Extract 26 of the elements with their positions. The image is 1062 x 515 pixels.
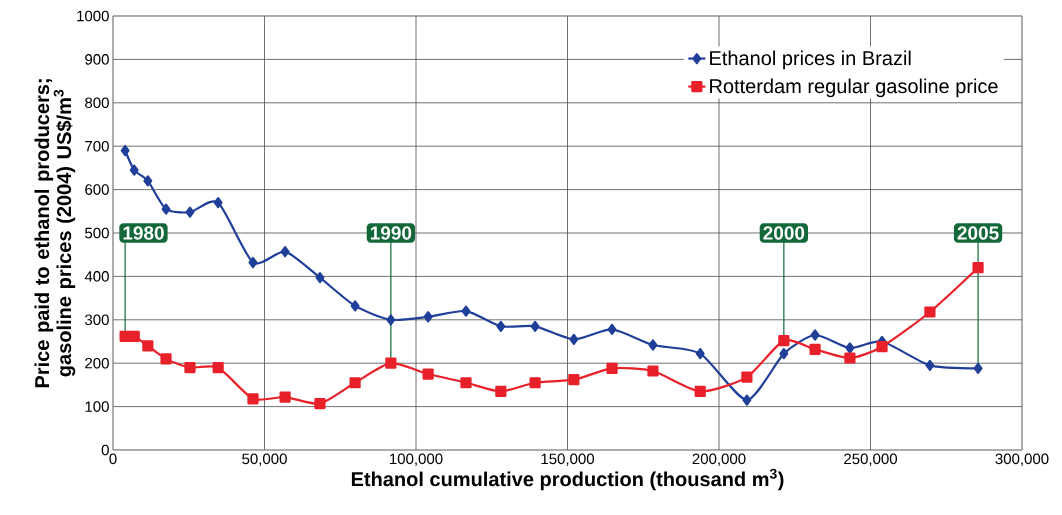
y-tick-label: 700	[85, 140, 109, 152]
x-tick-label: 300,000	[995, 453, 1049, 466]
legend-label: Ethanol prices in Brazil	[710, 50, 911, 70]
annotation: 1980	[123, 226, 164, 240]
y-tick-label: 800	[85, 97, 109, 109]
y-tick-label: 900	[85, 54, 109, 65]
x-tick-label: 100,000	[390, 453, 443, 466]
y-tick-label: 100	[85, 401, 109, 412]
x-tick-label: 250,000	[844, 453, 898, 466]
legend-label: Rotterdam regular gasoline price	[710, 78, 998, 98]
y-axis-title: Price paid to ethanol producers; gasoline prices (2004) US$/m$^{3}$	[34, 79, 76, 388]
y-tick-label: 300	[85, 314, 109, 326]
x-tick-label: 50,000	[242, 453, 287, 466]
y-tick-label: 0	[101, 444, 109, 456]
y-tick-label: 200	[85, 357, 109, 369]
y-tick-label: 400	[84, 271, 109, 282]
x-axis-title: Ethanol cumulative production (thousand m$^{3}$)	[351, 468, 784, 491]
y-tick-label: 500	[85, 227, 109, 239]
annotation: 1990	[370, 226, 412, 240]
x-tick-label: 0	[109, 453, 117, 465]
x-tick-label: 200,000	[692, 453, 746, 466]
x-tick-label: 150,000	[541, 453, 595, 466]
annotation: 2000	[763, 226, 805, 240]
annotation: 2005	[957, 226, 999, 240]
y-tick-label: 600	[85, 184, 109, 195]
y-tick-label: 1000	[77, 10, 109, 22]
